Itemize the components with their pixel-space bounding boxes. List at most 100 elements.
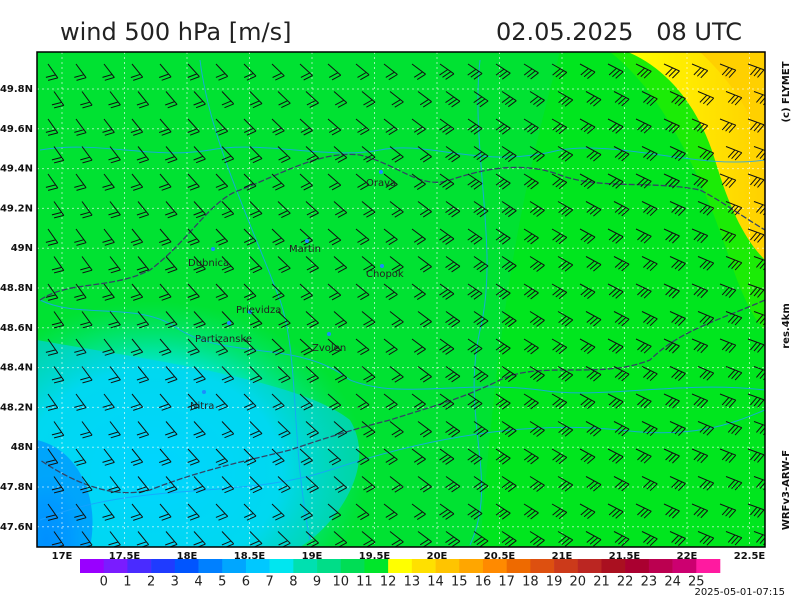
wind-barb bbox=[719, 228, 737, 243]
river bbox=[199, 59, 311, 541]
wind-barb bbox=[501, 201, 517, 218]
wind-barb bbox=[635, 283, 652, 299]
wind-barb bbox=[439, 338, 455, 355]
city-label: Nitra bbox=[190, 401, 214, 412]
wind-barb bbox=[411, 283, 426, 301]
wind-barb bbox=[467, 228, 483, 245]
colorbar-label: 15 bbox=[451, 575, 468, 590]
wind-barb bbox=[753, 91, 765, 106]
wind-barb bbox=[411, 63, 426, 81]
wind-barb bbox=[299, 283, 313, 301]
lon-label: 19E bbox=[302, 551, 323, 562]
wind-barb bbox=[529, 311, 545, 327]
wind-barb bbox=[271, 63, 285, 81]
colorbar-swatch bbox=[245, 559, 270, 573]
wind-barb bbox=[753, 311, 765, 326]
wind-barb bbox=[495, 173, 511, 190]
city-dot bbox=[227, 321, 231, 325]
wind-barb bbox=[753, 366, 765, 381]
wind-barb bbox=[136, 256, 150, 274]
wind-barb bbox=[467, 503, 483, 520]
wind-barb bbox=[361, 366, 376, 383]
wind-barb bbox=[80, 366, 93, 384]
wind-barb bbox=[635, 393, 652, 409]
lat-label: 49N bbox=[11, 243, 33, 254]
wind-barb bbox=[417, 476, 432, 493]
wind-barb bbox=[473, 256, 489, 273]
wind-barb bbox=[725, 366, 743, 381]
wind-barb bbox=[445, 146, 461, 163]
wind-barb bbox=[327, 118, 342, 136]
wind-barb bbox=[74, 393, 87, 411]
wind-barb bbox=[697, 91, 715, 106]
wind-barb bbox=[579, 173, 596, 189]
wind-barb bbox=[579, 503, 596, 519]
colorbar-swatch bbox=[482, 559, 507, 573]
wind-barb bbox=[697, 531, 715, 546]
wind-barb bbox=[187, 228, 200, 246]
wind-barb bbox=[551, 63, 568, 80]
wind-barb bbox=[383, 393, 398, 411]
wind-barb bbox=[327, 503, 342, 521]
wind-barb bbox=[411, 228, 426, 246]
wind-barb bbox=[697, 476, 715, 491]
wind-barb bbox=[361, 146, 376, 163]
wind-barb bbox=[725, 311, 743, 326]
wind-barb bbox=[165, 256, 178, 274]
colorbar-label: 11 bbox=[356, 575, 373, 590]
wind-barb bbox=[607, 118, 624, 134]
wind-barb bbox=[747, 448, 765, 463]
wind-barb bbox=[277, 256, 291, 274]
wind-barb bbox=[697, 366, 715, 381]
wind-barb bbox=[130, 228, 144, 246]
city-dot bbox=[211, 247, 215, 251]
wind-barb bbox=[355, 118, 370, 136]
wind-barb bbox=[327, 448, 342, 466]
wind-barb bbox=[753, 421, 765, 436]
wind-barb bbox=[473, 531, 489, 547]
wind-barb bbox=[439, 63, 455, 80]
wind-barb bbox=[305, 91, 319, 108]
wind-barb bbox=[271, 173, 285, 191]
wind-barb bbox=[439, 448, 455, 465]
wind-barb bbox=[439, 228, 455, 245]
wind-barb bbox=[299, 393, 313, 411]
wind-barb bbox=[187, 63, 200, 81]
wind-barb bbox=[585, 146, 602, 162]
wind-barb bbox=[445, 311, 461, 328]
rivers bbox=[39, 59, 765, 546]
wind-barb bbox=[551, 393, 568, 410]
wind-barb bbox=[355, 228, 370, 246]
wind-barb bbox=[529, 256, 545, 272]
run-timestamp: 2025-05-01-07:15 bbox=[694, 587, 785, 598]
wind-barb bbox=[579, 63, 596, 79]
wind-barb bbox=[136, 421, 150, 439]
wind-barb bbox=[697, 146, 715, 161]
wind-barb bbox=[635, 338, 652, 354]
wind-barb bbox=[193, 256, 206, 274]
wind-barb bbox=[187, 393, 200, 411]
wind-barb bbox=[495, 338, 511, 355]
wind-barb bbox=[641, 201, 658, 217]
wind-barb bbox=[389, 146, 404, 163]
wind-barb bbox=[635, 448, 652, 464]
wind-barb bbox=[215, 63, 229, 81]
wind-barb bbox=[501, 531, 517, 547]
wind-barb bbox=[697, 311, 715, 326]
wind-barb bbox=[102, 283, 115, 301]
wind-barb bbox=[165, 91, 178, 109]
colorbar-label: 8 bbox=[289, 575, 297, 590]
wind-barb bbox=[523, 448, 539, 465]
wind-barb bbox=[249, 201, 263, 219]
wind-barb bbox=[74, 173, 87, 191]
wind-barb bbox=[725, 146, 743, 161]
wind-barb bbox=[389, 421, 404, 438]
wind-barb bbox=[277, 311, 291, 329]
wind-barb bbox=[193, 476, 206, 494]
wind-barb bbox=[641, 256, 658, 272]
city-dot bbox=[305, 239, 309, 243]
colorbar-label: 10 bbox=[332, 575, 349, 590]
wind-barb bbox=[445, 256, 461, 273]
wind-barb bbox=[299, 63, 313, 81]
wind-barb bbox=[74, 283, 87, 301]
